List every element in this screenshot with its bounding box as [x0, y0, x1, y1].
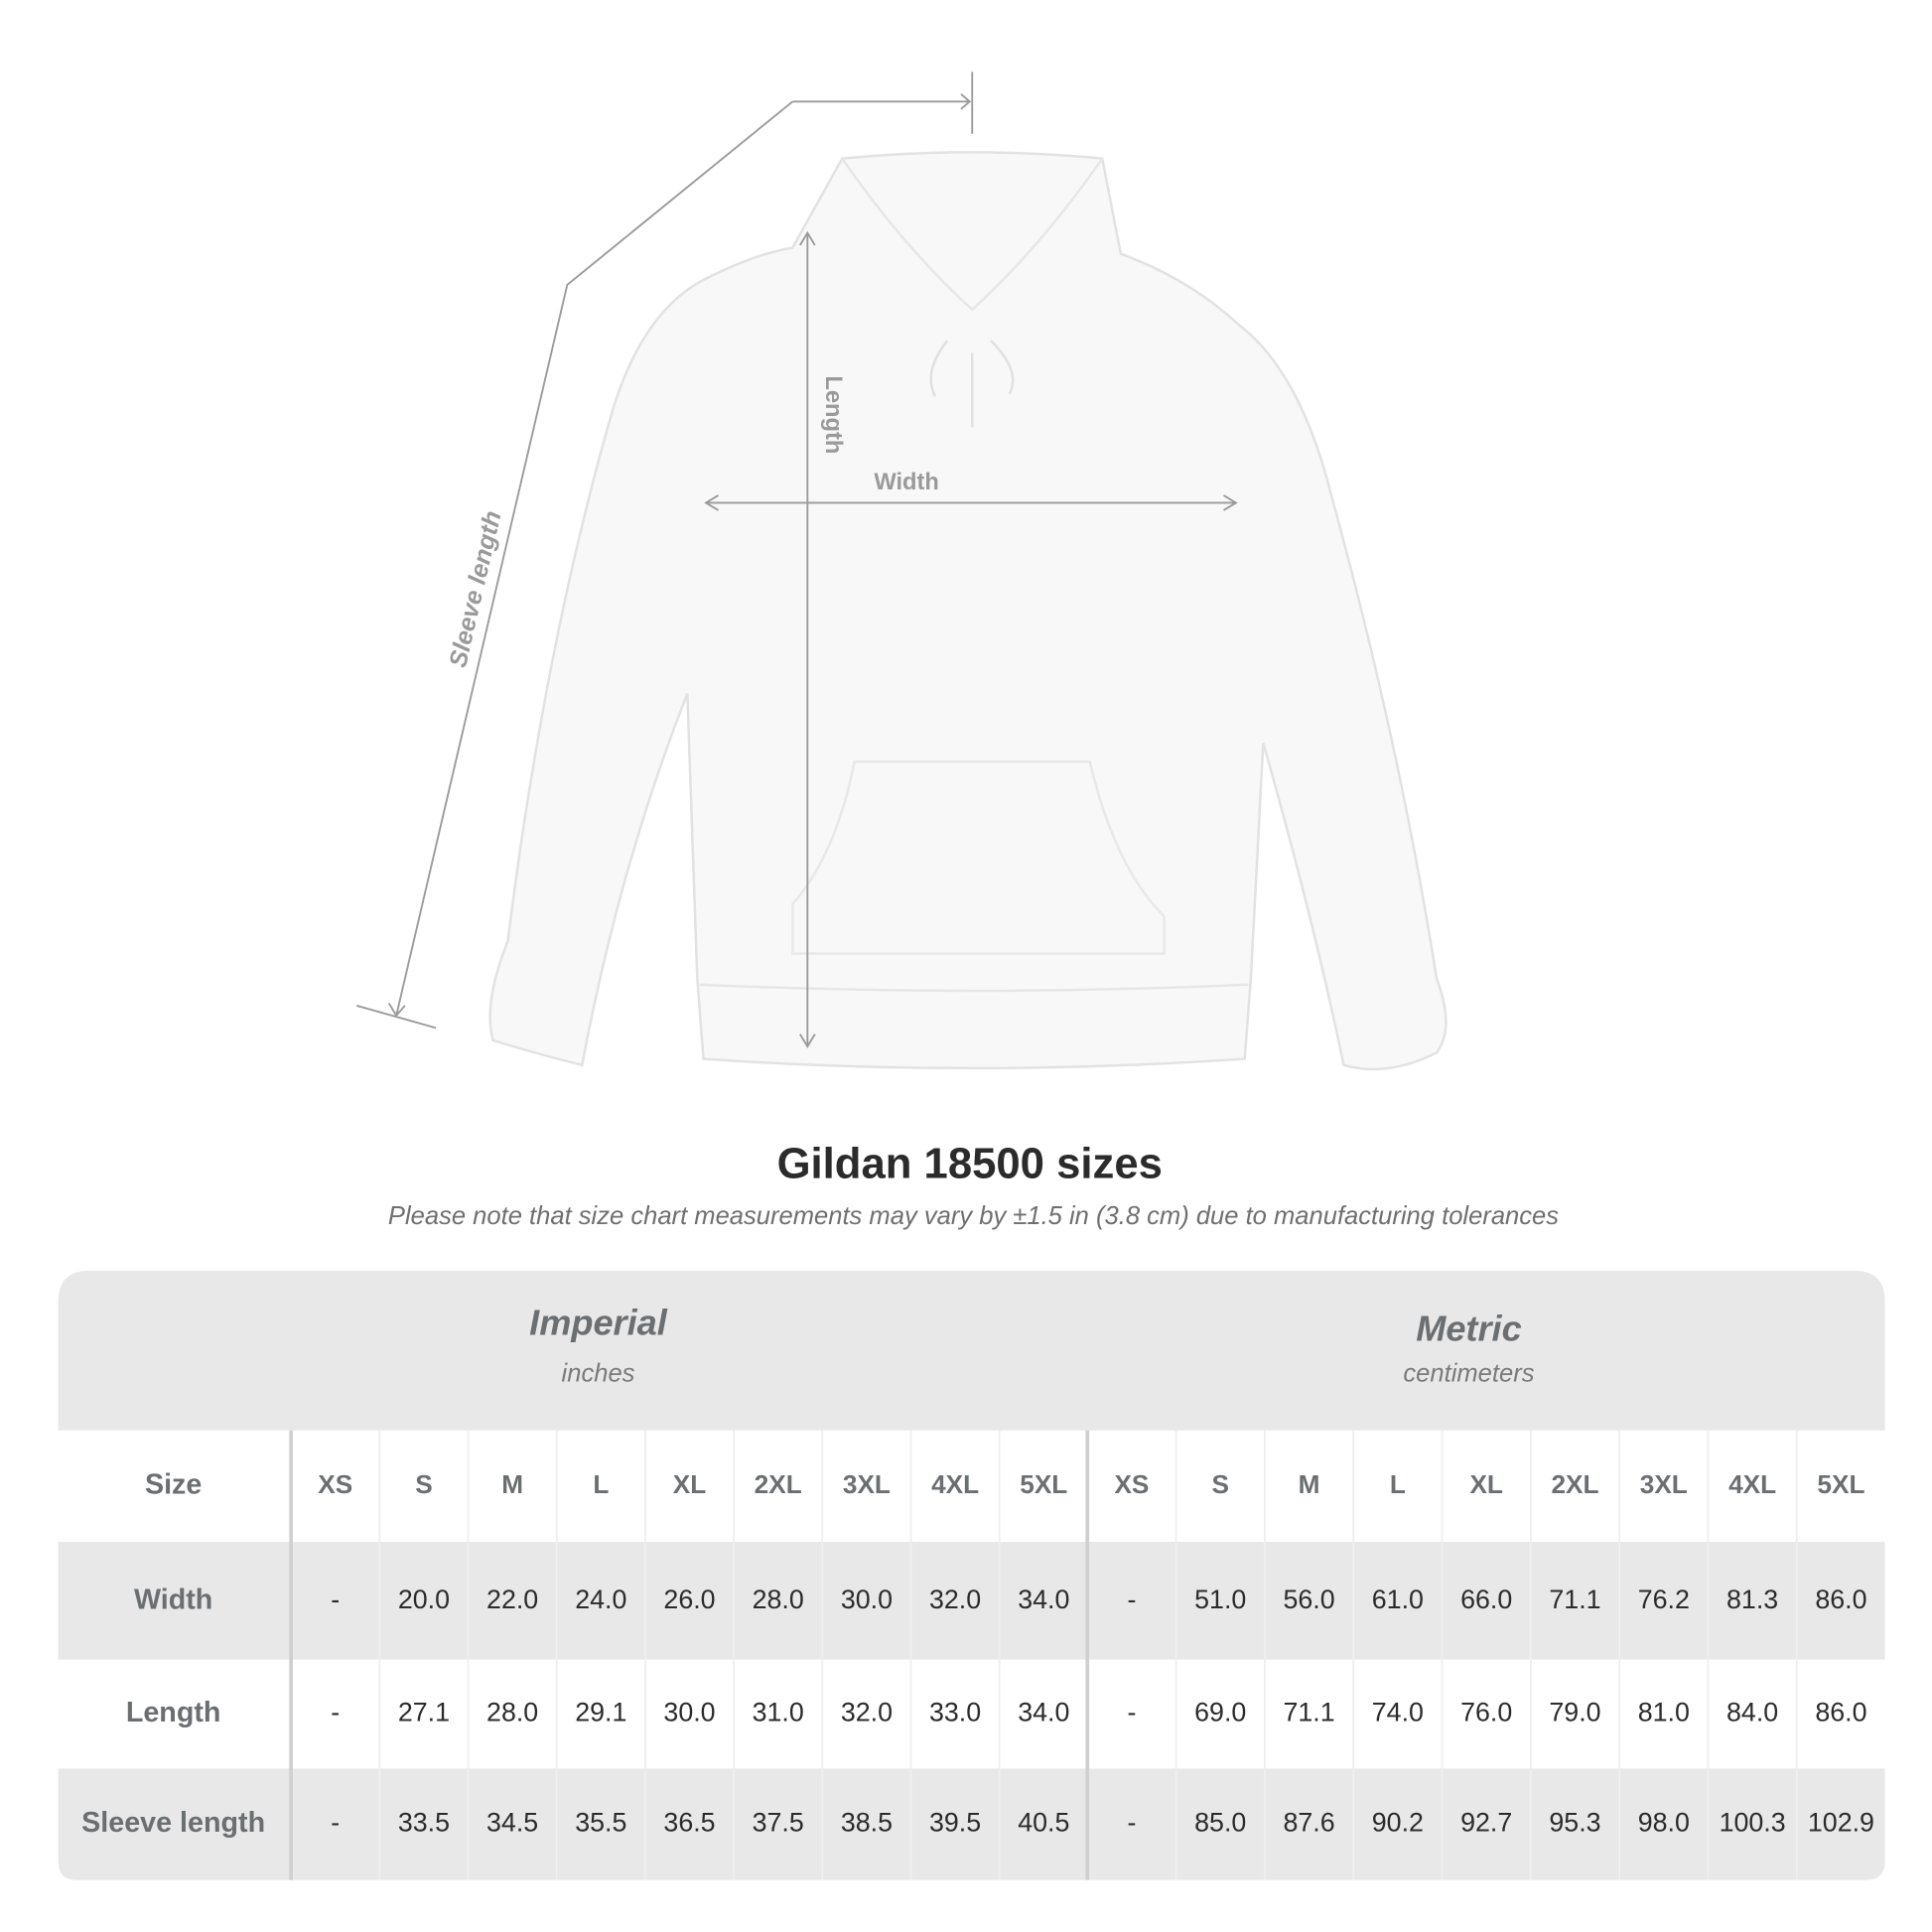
header-band — [58, 1270, 1885, 1431]
cell: 74.0 — [1372, 1698, 1424, 1727]
row-band — [58, 1542, 1885, 1660]
cell: 26.0 — [663, 1585, 715, 1614]
cell: 102.9 — [1808, 1808, 1874, 1838]
cell: 38.5 — [841, 1808, 893, 1838]
size-header: L — [1390, 1469, 1406, 1499]
size-header: 2XL — [755, 1469, 802, 1499]
row-header: Length — [126, 1697, 221, 1728]
length-label: Length — [820, 375, 846, 454]
cell: 34.0 — [1018, 1698, 1069, 1727]
cell: 37.5 — [753, 1808, 804, 1838]
cell: 69.0 — [1194, 1698, 1246, 1727]
cell: 92.7 — [1460, 1808, 1512, 1838]
sleeve-line — [356, 71, 974, 1030]
cell: 31.0 — [753, 1698, 804, 1727]
length-line — [799, 230, 816, 1048]
cell: - — [1127, 1698, 1136, 1727]
cell: 51.0 — [1194, 1585, 1246, 1614]
cell: 36.5 — [663, 1808, 715, 1838]
cell: 76.0 — [1460, 1698, 1512, 1727]
cell: 32.0 — [929, 1585, 981, 1614]
cell: 95.3 — [1549, 1808, 1600, 1838]
size-header: S — [415, 1469, 432, 1499]
cell: 87.6 — [1283, 1808, 1334, 1838]
cell: 22.0 — [486, 1585, 538, 1614]
cell: 28.0 — [486, 1698, 538, 1727]
size-header: XS — [1114, 1469, 1149, 1499]
cell: 85.0 — [1194, 1808, 1246, 1838]
sleeve-label: Sleeve length — [444, 508, 506, 670]
cell: 27.1 — [398, 1698, 450, 1727]
cell: 76.2 — [1638, 1585, 1690, 1614]
cell: 34.0 — [1018, 1585, 1069, 1614]
cell: - — [331, 1698, 340, 1727]
cell: 71.1 — [1549, 1585, 1600, 1614]
cell: 66.0 — [1460, 1585, 1512, 1614]
cell: 84.0 — [1726, 1698, 1778, 1727]
cell: 35.5 — [575, 1808, 626, 1838]
cell: - — [331, 1585, 340, 1614]
cell: 56.0 — [1283, 1585, 1334, 1614]
size-table: Imperial inches Metric centimeters Size XS S M L… — [58, 1270, 1885, 1880]
cell: 81.0 — [1638, 1698, 1690, 1727]
row-header: Size — [145, 1469, 202, 1501]
cell: 28.0 — [753, 1585, 804, 1614]
measure-lines — [356, 71, 1238, 1048]
size-header: 4XL — [931, 1469, 979, 1499]
group-name: Metric — [1416, 1309, 1522, 1349]
size-header: 5XL — [1020, 1469, 1067, 1499]
cell: - — [1127, 1808, 1136, 1838]
group-unit: centimeters — [1403, 1359, 1534, 1387]
group-name: Imperial — [529, 1302, 668, 1342]
cell: 79.0 — [1549, 1698, 1600, 1727]
size-header: M — [501, 1469, 523, 1499]
size-header: 3XL — [1640, 1469, 1688, 1499]
cell: 29.1 — [575, 1698, 626, 1727]
size-header: 4XL — [1728, 1469, 1776, 1499]
group-unit: inches — [562, 1359, 635, 1387]
row-band — [58, 1768, 1885, 1880]
width-label: Width — [874, 470, 939, 495]
cell: 61.0 — [1372, 1585, 1424, 1614]
sleeve-arrows — [387, 93, 972, 1018]
size-header: 3XL — [843, 1469, 891, 1499]
size-header: 5XL — [1817, 1469, 1864, 1499]
cell: - — [1127, 1585, 1136, 1614]
row-header: Width — [134, 1585, 212, 1616]
cell: - — [331, 1808, 340, 1838]
cell: 20.0 — [398, 1585, 450, 1614]
size-header: M — [1299, 1469, 1320, 1499]
cell: 98.0 — [1638, 1808, 1690, 1838]
hoodie-illustration — [488, 151, 1448, 1071]
width-line — [704, 494, 1238, 511]
cell: 34.5 — [486, 1808, 538, 1838]
size-header: 2XL — [1551, 1469, 1598, 1499]
cell: 24.0 — [575, 1585, 626, 1614]
size-header: XS — [318, 1469, 352, 1499]
cell: 71.1 — [1283, 1698, 1334, 1727]
cell: 40.5 — [1018, 1808, 1069, 1838]
cell: 33.0 — [929, 1698, 981, 1727]
cell: 86.0 — [1815, 1585, 1866, 1614]
size-header: L — [593, 1469, 609, 1499]
size-header: S — [1211, 1469, 1228, 1499]
cell: 33.5 — [398, 1808, 450, 1838]
cell: 32.0 — [841, 1698, 893, 1727]
cell: 30.0 — [663, 1698, 715, 1727]
row-header: Sleeve length — [81, 1807, 265, 1839]
title: Gildan 18500 sizes — [777, 1140, 1163, 1188]
cell: 86.0 — [1815, 1698, 1866, 1727]
cell: 30.0 — [841, 1585, 893, 1614]
cell: 90.2 — [1372, 1808, 1424, 1838]
cell: 100.3 — [1720, 1808, 1786, 1838]
cell: 81.3 — [1726, 1585, 1778, 1614]
note: Please note that size chart measurements… — [388, 1202, 1559, 1230]
cell: 39.5 — [929, 1808, 981, 1838]
size-header: XL — [1469, 1469, 1502, 1499]
size-header: XL — [673, 1469, 706, 1499]
